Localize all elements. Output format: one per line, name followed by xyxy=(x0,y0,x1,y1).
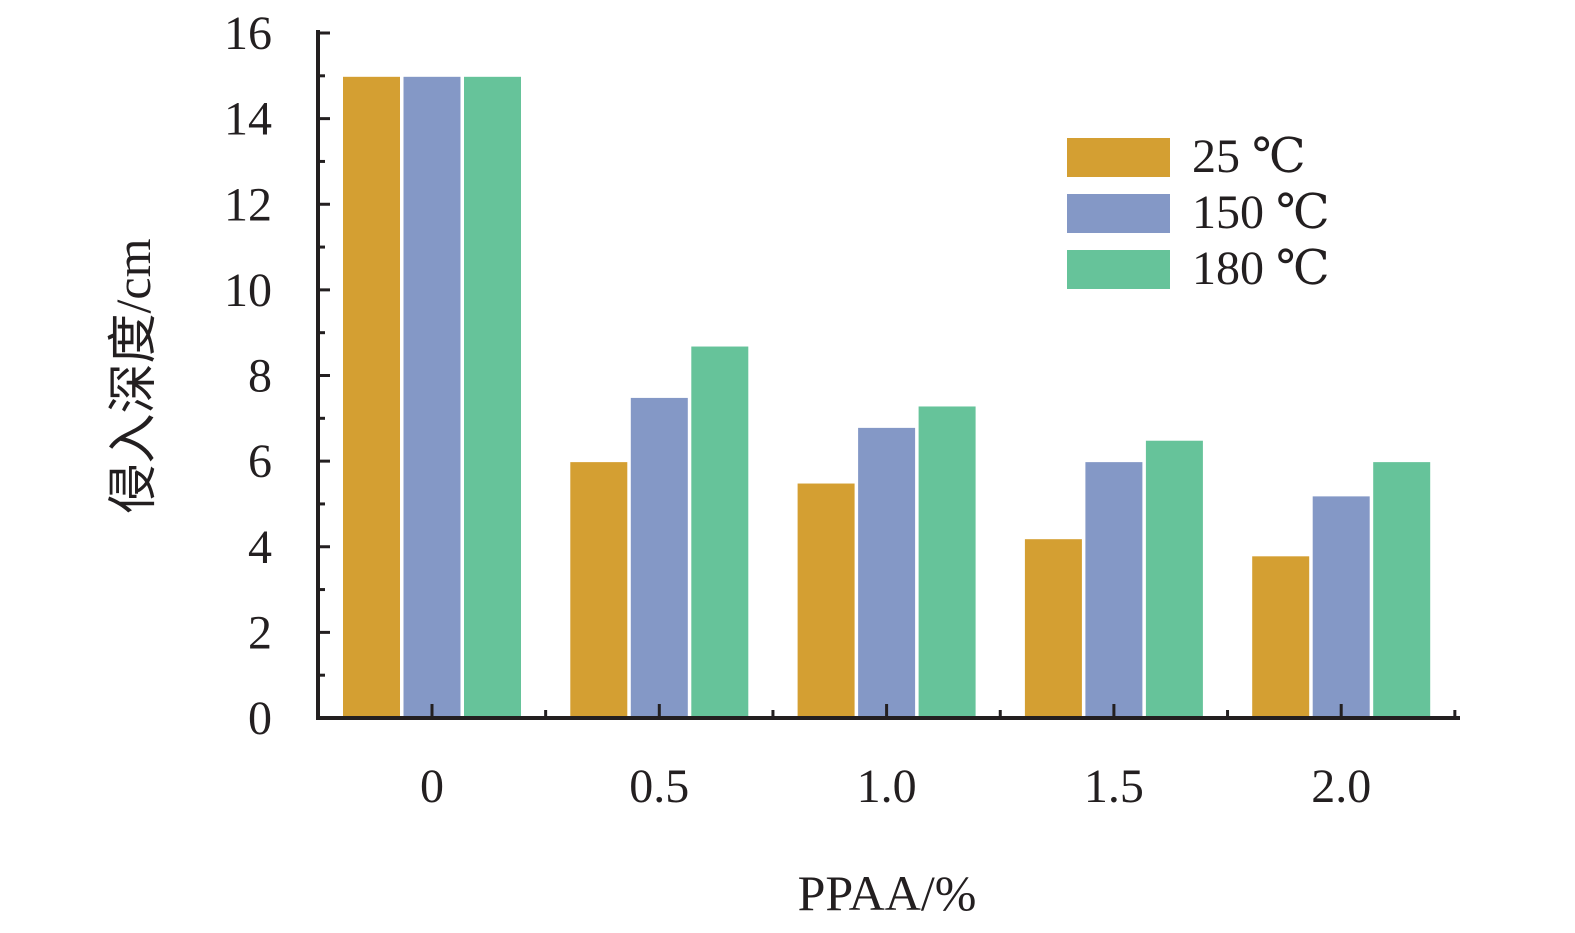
y-tick-label: 16 xyxy=(224,7,272,60)
bar-0.5-series-2 xyxy=(628,395,690,719)
bar-0-series-1 xyxy=(341,74,402,719)
x-tick-label: 0 xyxy=(420,760,444,813)
bar-0.5-series-1 xyxy=(568,460,630,719)
x-tick-label: 0.5 xyxy=(629,760,689,813)
bar-1.0-series-2 xyxy=(856,425,918,719)
y-tick-label: 0 xyxy=(248,692,272,745)
bar-0-series-2 xyxy=(401,74,463,719)
y-tick-label: 2 xyxy=(248,606,272,659)
y-axis-title: 侵入深度/cm xyxy=(105,238,161,513)
y-tick-label: 4 xyxy=(248,521,272,574)
ticks-layer: 0 2 4 6 8 10 12 14 16 0 0.5 1.0 1.5 2.0 xyxy=(224,7,1457,813)
legend-label-3: 180 ℃ xyxy=(1192,242,1330,295)
legend-label-1: 25 ℃ xyxy=(1192,130,1306,183)
bar-0-series-3 xyxy=(462,74,523,719)
bar-1.0-series-3 xyxy=(916,404,978,719)
bar-2.0-series-2 xyxy=(1310,494,1372,719)
bar-1.5-series-1 xyxy=(1022,537,1084,719)
x-tick-label: 1.0 xyxy=(857,760,917,813)
bars-layer xyxy=(341,74,1433,719)
legend-label-2: 150 ℃ xyxy=(1192,186,1330,239)
y-tick-label: 14 xyxy=(224,93,272,146)
y-tick-label: 8 xyxy=(248,350,272,403)
y-tick-label: 10 xyxy=(224,264,272,317)
legend-swatch-3 xyxy=(1067,250,1170,289)
bar-1.5-series-2 xyxy=(1083,460,1145,719)
y-tick-label: 6 xyxy=(248,435,272,488)
x-tick-label: 1.5 xyxy=(1084,760,1144,813)
x-tick-label: 2.0 xyxy=(1311,760,1371,813)
bar-1.5-series-3 xyxy=(1143,438,1205,719)
bar-2.0-series-3 xyxy=(1371,460,1433,719)
x-axis-title: PPAA/% xyxy=(798,865,977,921)
bar-1.0-series-1 xyxy=(795,481,857,719)
bar-0.5-series-3 xyxy=(689,344,751,719)
legend-swatch-1 xyxy=(1067,138,1170,177)
bar-2.0-series-1 xyxy=(1250,554,1312,719)
legend-swatch-2 xyxy=(1067,194,1170,233)
y-tick-label: 12 xyxy=(224,178,272,231)
